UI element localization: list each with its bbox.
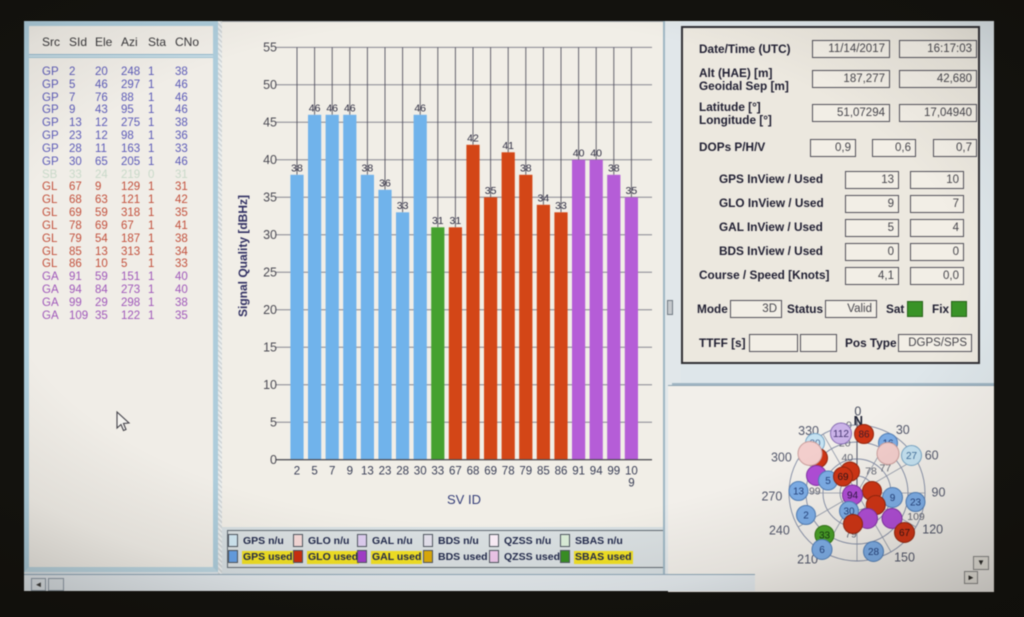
svg-text:7: 7 <box>329 466 335 478</box>
svg-text:5: 5 <box>311 466 317 478</box>
svg-text:0: 0 <box>854 405 861 419</box>
svg-text:13: 13 <box>793 487 805 498</box>
svg-text:78: 78 <box>502 466 515 478</box>
svg-text:69: 69 <box>837 472 849 483</box>
svg-text:94: 94 <box>590 466 603 478</box>
svg-text:85: 85 <box>537 466 550 478</box>
svg-text:50: 50 <box>263 78 277 92</box>
svg-text:0: 0 <box>846 420 852 432</box>
svg-text:9: 9 <box>347 466 353 478</box>
svg-text:86: 86 <box>858 430 870 441</box>
svg-text:38: 38 <box>520 162 532 174</box>
svg-text:77: 77 <box>879 462 891 474</box>
svg-text:91: 91 <box>572 466 585 478</box>
svg-text:9: 9 <box>890 493 896 504</box>
svg-text:79: 79 <box>845 528 857 540</box>
svg-text:46: 46 <box>414 102 426 114</box>
svg-text:10: 10 <box>625 466 638 478</box>
svg-text:78: 78 <box>865 466 877 478</box>
svg-text:112: 112 <box>833 429 849 440</box>
svg-text:60: 60 <box>925 449 939 463</box>
svg-text:42: 42 <box>467 132 479 144</box>
svg-text:69: 69 <box>484 466 497 478</box>
svg-text:94: 94 <box>847 491 859 502</box>
svg-text:46: 46 <box>344 102 356 114</box>
svg-text:33: 33 <box>397 200 409 212</box>
svg-text:99: 99 <box>607 466 620 478</box>
svg-text:30: 30 <box>843 507 855 518</box>
svg-text:10: 10 <box>263 378 277 392</box>
svg-text:79: 79 <box>519 466 532 478</box>
svg-text:300: 300 <box>771 451 792 465</box>
svg-text:31: 31 <box>450 215 462 227</box>
svg-text:SV ID: SV ID <box>447 492 481 507</box>
svg-text:38: 38 <box>291 162 303 174</box>
svg-text:40: 40 <box>841 452 853 464</box>
svg-text:35: 35 <box>485 185 497 197</box>
svg-text:31: 31 <box>432 215 444 227</box>
svg-text:2: 2 <box>803 511 809 522</box>
svg-text:6: 6 <box>819 545 825 556</box>
svg-text:5: 5 <box>825 476 831 487</box>
svg-text:20: 20 <box>263 303 277 317</box>
svg-text:67: 67 <box>899 528 911 539</box>
svg-text:45: 45 <box>263 116 277 130</box>
svg-text:40: 40 <box>573 147 585 159</box>
svg-text:210: 210 <box>797 552 818 566</box>
svg-text:55: 55 <box>263 41 277 55</box>
svg-text:2: 2 <box>294 466 300 478</box>
svg-text:28: 28 <box>868 547 880 558</box>
svg-text:46: 46 <box>326 102 338 114</box>
svg-text:67: 67 <box>449 466 462 478</box>
svg-text:40: 40 <box>590 147 602 159</box>
svg-text:23: 23 <box>379 466 392 478</box>
svg-text:240: 240 <box>769 523 790 537</box>
svg-text:270: 270 <box>761 489 782 503</box>
svg-text:28: 28 <box>396 466 409 478</box>
svg-text:86: 86 <box>555 466 568 478</box>
svg-text:30: 30 <box>896 423 910 437</box>
svg-text:35: 35 <box>626 185 638 197</box>
svg-text:38: 38 <box>362 162 374 174</box>
svg-text:27: 27 <box>906 451 918 462</box>
svg-text:90: 90 <box>932 485 946 499</box>
svg-text:30: 30 <box>263 228 277 242</box>
svg-text:34: 34 <box>538 192 550 204</box>
svg-text:9: 9 <box>628 478 634 490</box>
svg-text:36: 36 <box>379 177 391 189</box>
svg-text:68: 68 <box>467 466 480 478</box>
svg-text:46: 46 <box>309 102 321 114</box>
svg-text:33: 33 <box>431 466 444 478</box>
svg-text:30: 30 <box>414 466 427 478</box>
svg-text:33: 33 <box>819 531 831 542</box>
svg-text:N: N <box>854 413 863 428</box>
svg-text:5: 5 <box>270 415 277 429</box>
svg-text:23: 23 <box>910 498 922 509</box>
svg-text:33: 33 <box>555 200 567 212</box>
svg-text:13: 13 <box>361 466 374 478</box>
svg-text:41: 41 <box>502 140 514 152</box>
svg-text:40: 40 <box>263 153 277 167</box>
svg-text:120: 120 <box>922 523 943 537</box>
svg-text:38: 38 <box>608 162 620 174</box>
svg-text:99: 99 <box>809 486 821 498</box>
svg-text:Signal Quality [dBHz]: Signal Quality [dBHz] <box>236 195 250 317</box>
svg-text:0: 0 <box>270 453 277 467</box>
svg-text:35: 35 <box>263 191 277 205</box>
svg-text:150: 150 <box>894 551 915 565</box>
svg-text:25: 25 <box>263 266 277 280</box>
svg-text:109: 109 <box>907 511 925 523</box>
svg-text:15: 15 <box>263 340 277 354</box>
